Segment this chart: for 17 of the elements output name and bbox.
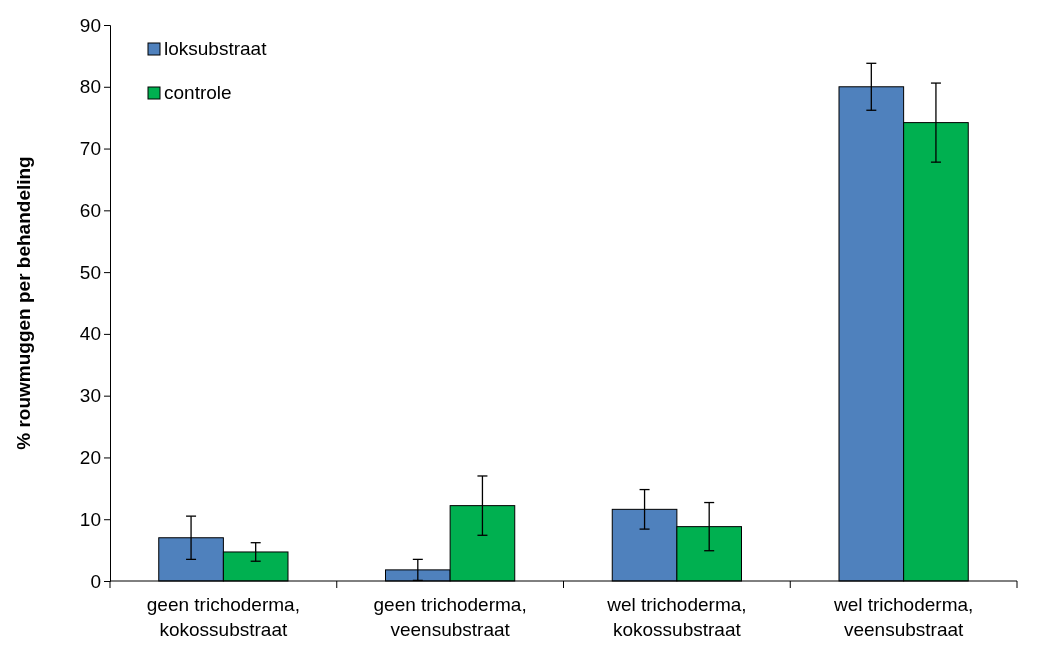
x-tick-label: wel trichoderma, kokossubstraat [606,594,747,640]
y-tick-label: 90 [79,14,101,36]
x-tick-label: geen trichoderma, kokossubstraat [146,594,300,640]
legend-label: loksubstraat [164,38,268,59]
y-tick-label: 0 [90,570,101,592]
y-tick-label: 60 [79,199,101,221]
y-tick-label: 70 [79,138,101,160]
y-tick-label: 20 [79,447,101,469]
legend-label: controle [164,82,232,103]
y-tick-label: 30 [79,385,101,407]
y-tick-label: 50 [79,261,101,283]
y-tick-label: 40 [79,323,101,345]
x-tick-label: geen trichoderma, veensubstraat [373,594,527,640]
y-axis-title: % rouwmuggen per behandeling [13,156,34,450]
y-tick-label: 10 [79,508,101,530]
x-tick-label: wel trichoderma, veensubstraat [832,594,974,640]
y-tick-label: 80 [79,76,101,98]
